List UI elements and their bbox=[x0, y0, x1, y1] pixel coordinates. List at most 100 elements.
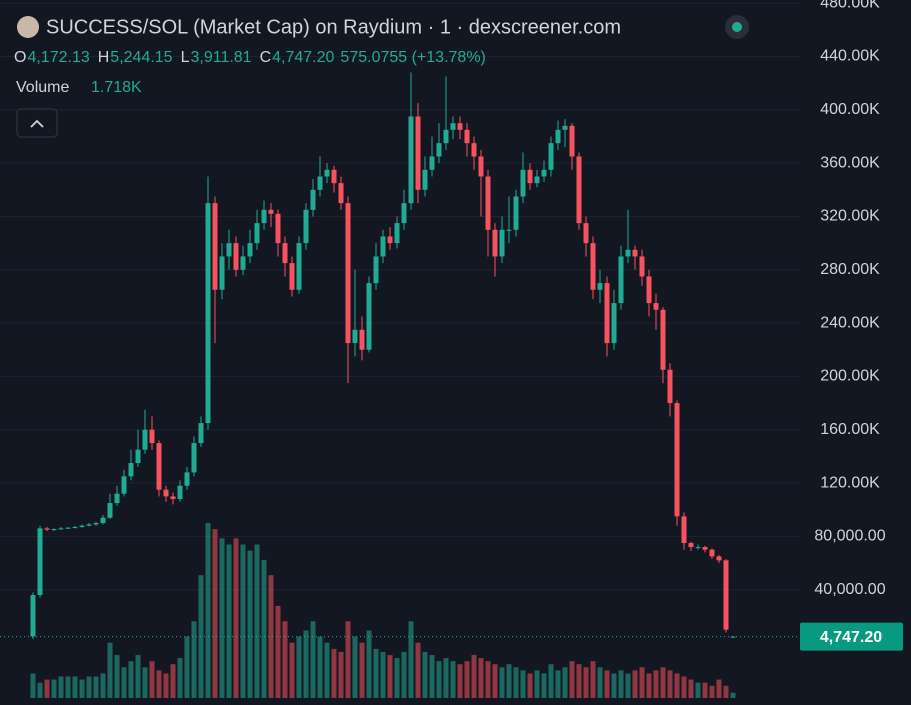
candle-body bbox=[156, 443, 162, 490]
last-price-badge bbox=[800, 622, 903, 651]
volume-bar bbox=[625, 673, 631, 698]
candle-body bbox=[128, 463, 134, 477]
chart-title: SUCCESS/SOL (Market Cap) on Raydium · 1 … bbox=[46, 16, 621, 38]
volume-bar bbox=[37, 682, 43, 698]
volume-bar bbox=[387, 655, 393, 698]
volume-bar bbox=[611, 673, 617, 698]
candle-body bbox=[373, 256, 379, 284]
candle-body bbox=[408, 116, 414, 204]
volume-bar bbox=[597, 667, 603, 698]
volume-bar bbox=[443, 658, 449, 698]
volume-bar bbox=[107, 642, 113, 698]
volume-bar bbox=[632, 670, 638, 698]
candle-body bbox=[205, 203, 211, 424]
volume-bar bbox=[240, 544, 246, 698]
volume-bar bbox=[513, 667, 519, 698]
candle-body bbox=[436, 143, 442, 157]
volume-bar bbox=[100, 673, 106, 698]
volume-bar bbox=[534, 670, 540, 698]
volume-bar bbox=[184, 636, 190, 698]
candle-body bbox=[604, 283, 610, 344]
candle-body bbox=[695, 547, 701, 549]
candle-body bbox=[37, 528, 43, 596]
volume-bar bbox=[373, 648, 379, 698]
volume-bar bbox=[716, 679, 722, 698]
candle-body bbox=[576, 156, 582, 224]
volume-bar bbox=[226, 544, 232, 698]
volume-bar bbox=[233, 538, 239, 698]
candle-body bbox=[226, 243, 232, 257]
y-tick-label: 120.00K bbox=[820, 474, 880, 491]
volume-bar bbox=[450, 661, 456, 698]
volume-bar bbox=[79, 679, 85, 698]
ohlc-key: L bbox=[181, 49, 190, 66]
volume-bar bbox=[317, 636, 323, 698]
candle-body bbox=[681, 516, 687, 544]
candle-body bbox=[254, 223, 260, 244]
volume-bar bbox=[177, 658, 183, 698]
candle-body bbox=[471, 143, 477, 157]
candle-body bbox=[653, 303, 659, 310]
volume-bar bbox=[548, 664, 554, 698]
volume-bar bbox=[457, 664, 463, 698]
volume-bar bbox=[646, 673, 652, 698]
volume-bar bbox=[541, 673, 547, 698]
volume-bar bbox=[639, 667, 645, 698]
candle-body bbox=[289, 263, 295, 290]
candle-body bbox=[499, 229, 505, 257]
volume-bar bbox=[499, 667, 505, 698]
volume-bar bbox=[618, 670, 624, 698]
candle-body bbox=[625, 249, 631, 257]
volume-bar bbox=[688, 679, 694, 698]
volume-bar bbox=[65, 676, 71, 698]
volume-bar bbox=[205, 523, 211, 698]
candle-body bbox=[219, 256, 225, 290]
y-tick-label: 440.00K bbox=[820, 48, 880, 65]
volume-bar bbox=[93, 676, 99, 698]
volume-bar bbox=[30, 673, 36, 698]
volume-bar bbox=[86, 676, 92, 698]
collapse-button[interactable] bbox=[16, 108, 58, 138]
candle-body bbox=[135, 449, 141, 464]
volume-bar bbox=[576, 664, 582, 698]
candle-body bbox=[380, 236, 386, 257]
volume-bar bbox=[268, 575, 274, 698]
y-tick-label: 80,000.00 bbox=[814, 528, 885, 545]
candle-body bbox=[30, 595, 36, 637]
volume-bar bbox=[653, 670, 659, 698]
volume-bar bbox=[149, 661, 155, 698]
candle-body bbox=[72, 527, 78, 529]
y-tick-label: 40,000.00 bbox=[814, 581, 885, 598]
candle-body bbox=[394, 223, 400, 244]
candle-body bbox=[317, 176, 323, 190]
volume-bar bbox=[709, 685, 715, 698]
volume-bar bbox=[569, 661, 575, 698]
volume-value: 1.718K bbox=[91, 79, 142, 96]
candle-body bbox=[303, 209, 309, 244]
volume-bar bbox=[520, 670, 526, 698]
volume-bar bbox=[282, 621, 288, 698]
ohlc-legend: O 4,172.13 H 5,244.15 L 3,911.81 C 4,747.20 575.… bbox=[14, 49, 486, 66]
volume-bar bbox=[702, 682, 708, 698]
candle-body bbox=[555, 129, 561, 144]
candle-body bbox=[114, 493, 120, 504]
volume-layer bbox=[30, 523, 736, 698]
volume-bar bbox=[128, 661, 134, 698]
candle-body bbox=[569, 125, 575, 157]
status-dot bbox=[732, 22, 742, 32]
candle-body bbox=[716, 556, 722, 561]
volume-bar bbox=[352, 636, 358, 698]
volume-bar bbox=[289, 642, 295, 698]
candle-body bbox=[233, 243, 239, 270]
candle-body bbox=[86, 524, 92, 526]
candle-body bbox=[100, 517, 106, 524]
candle-body bbox=[240, 256, 246, 270]
last-price-label: 4,747.20 bbox=[820, 629, 882, 646]
volume-bar bbox=[429, 655, 435, 698]
candle-body bbox=[268, 209, 274, 214]
candle-body bbox=[366, 283, 372, 350]
y-tick-label: 280.00K bbox=[820, 261, 880, 278]
volume-bar bbox=[366, 630, 372, 698]
candle-body bbox=[562, 125, 568, 130]
candle-body bbox=[177, 485, 183, 500]
